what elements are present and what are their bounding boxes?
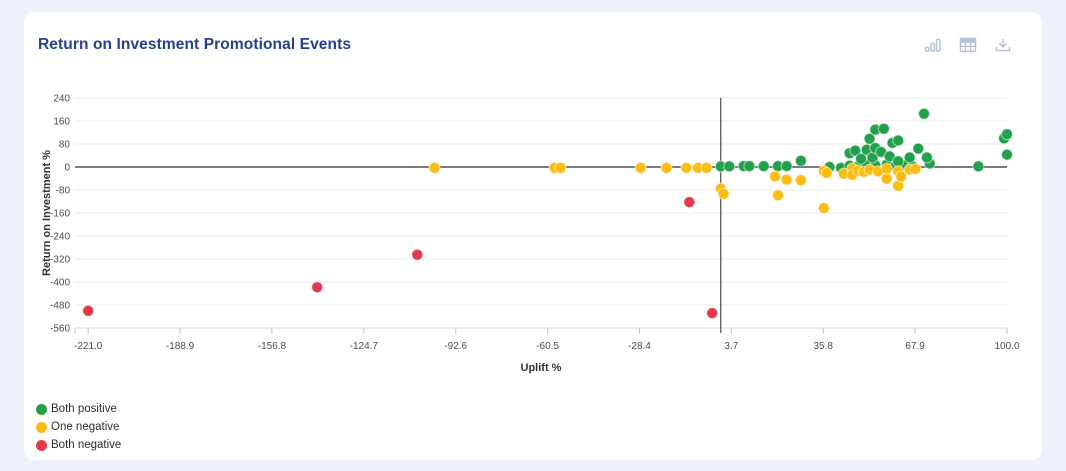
svg-text:-221.0: -221.0: [74, 341, 103, 352]
svg-text:-124.7: -124.7: [350, 341, 379, 352]
svg-text:35.8: 35.8: [813, 341, 833, 352]
legend-dot-both-negative: [36, 439, 47, 451]
chart-legend: Both positive One negative Both negative: [36, 401, 121, 453]
card-header: Return on Investment Promotional Events: [24, 12, 1042, 54]
chart-card: Return on Investment Promotional Events: [24, 12, 1042, 460]
svg-text:-160: -160: [50, 209, 70, 220]
svg-text:240: 240: [53, 94, 70, 105]
table-icon: [959, 37, 977, 53]
svg-text:Return on Investment %: Return on Investment %: [41, 150, 53, 276]
svg-text:-188.9: -188.9: [166, 341, 195, 352]
legend-dot-one-negative: [36, 421, 47, 433]
svg-text:100.0: 100.0: [994, 341, 1019, 352]
download-icon: [995, 39, 1011, 52]
svg-text:-92.6: -92.6: [444, 341, 467, 352]
svg-text:-400: -400: [50, 278, 70, 289]
bar-chart-view-button[interactable]: [924, 36, 942, 54]
svg-text:-480: -480: [50, 301, 70, 312]
svg-text:Uplift %: Uplift %: [521, 362, 562, 374]
legend-label: One negative: [51, 421, 120, 433]
bar-chart-icon: [924, 38, 941, 52]
legend-item-both-positive[interactable]: Both positive: [36, 401, 121, 417]
svg-text:-240: -240: [50, 232, 70, 243]
svg-text:-560: -560: [50, 324, 70, 335]
svg-text:-28.4: -28.4: [628, 341, 651, 352]
svg-text:80: 80: [59, 140, 71, 151]
scatter-chart[interactable]: 240 160 80 0 -80 -160 -240 -320 -400 -480 -560 -221…: [40, 88, 1020, 378]
svg-text:67.9: 67.9: [905, 341, 925, 352]
svg-text:-320: -320: [50, 255, 70, 266]
svg-text:-156.8: -156.8: [258, 341, 287, 352]
svg-text:3.7: 3.7: [724, 341, 738, 352]
page-title: Return on Investment Promotional Events: [38, 36, 352, 53]
legend-dot-both-positive: [36, 403, 47, 415]
legend-label: Both positive: [51, 403, 117, 415]
legend-item-both-negative[interactable]: Both negative: [36, 437, 121, 453]
download-button[interactable]: [994, 36, 1012, 54]
svg-text:0: 0: [64, 163, 70, 174]
chart-toolbar: [924, 36, 1012, 54]
svg-text:160: 160: [53, 117, 70, 128]
legend-item-one-negative[interactable]: One negative: [36, 419, 121, 435]
svg-text:-60.5: -60.5: [536, 341, 559, 352]
table-view-button[interactable]: [959, 36, 977, 54]
legend-label: Both negative: [51, 439, 122, 451]
svg-text:-80: -80: [56, 186, 71, 197]
